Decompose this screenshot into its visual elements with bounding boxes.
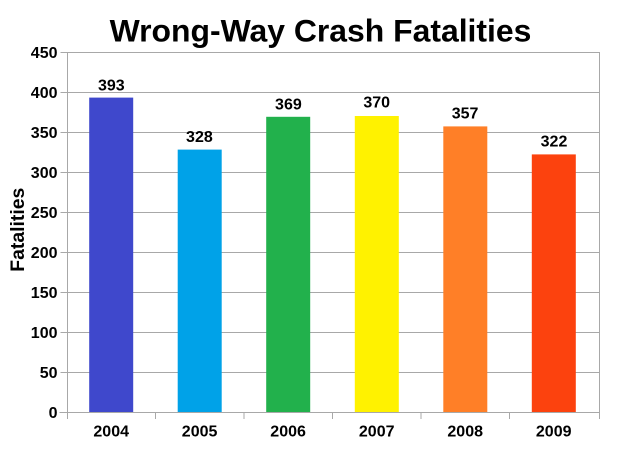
svg-text:322: 322 (541, 133, 568, 150)
svg-text:2007: 2007 (359, 424, 395, 441)
svg-text:250: 250 (31, 205, 58, 222)
svg-text:2005: 2005 (182, 424, 218, 441)
svg-text:300: 300 (31, 165, 58, 182)
svg-text:2008: 2008 (447, 424, 483, 441)
svg-text:200: 200 (31, 245, 58, 262)
svg-text:Fatalities: Fatalities (7, 188, 29, 272)
svg-text:357: 357 (452, 106, 479, 123)
svg-text:Wrong-Way Crash Fatalities: Wrong-Way Crash Fatalities (110, 13, 532, 49)
svg-text:369: 369 (275, 97, 302, 114)
svg-text:2004: 2004 (93, 424, 129, 441)
svg-text:450: 450 (31, 45, 58, 62)
svg-text:50: 50 (40, 365, 58, 382)
svg-text:2009: 2009 (536, 424, 572, 441)
svg-text:370: 370 (363, 95, 390, 112)
svg-text:0: 0 (49, 405, 58, 422)
svg-text:100: 100 (31, 325, 58, 342)
svg-text:328: 328 (186, 129, 213, 146)
svg-text:150: 150 (31, 285, 58, 302)
svg-text:350: 350 (31, 125, 58, 142)
svg-text:2006: 2006 (270, 424, 306, 441)
svg-text:400: 400 (31, 85, 58, 102)
svg-text:393: 393 (98, 78, 125, 95)
